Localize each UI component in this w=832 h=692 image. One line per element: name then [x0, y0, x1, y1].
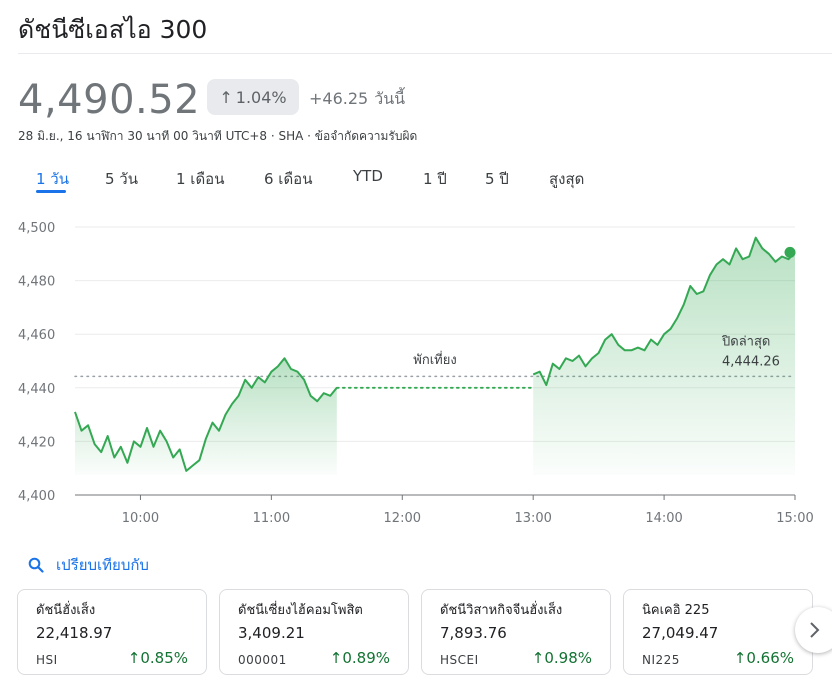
series-line — [532, 236, 796, 387]
y-tick-label: 4,440 — [18, 382, 55, 397]
y-tick-label: 4,480 — [18, 275, 55, 290]
x-tick-label: 13:00 — [514, 511, 551, 526]
arrow-up-icon: ↑ — [531, 649, 545, 667]
x-tick-label: 15:00 — [776, 511, 813, 526]
price-chart[interactable]: 4,400 4,420 4,440 4,460 4,480 4,500 10:00 11:00… — [0, 205, 832, 535]
next-cards-button[interactable] — [795, 607, 832, 653]
card-change-value: 0.89% — [342, 649, 390, 667]
card-value: 27,049.47 — [642, 624, 719, 642]
change-period: วันนี้ — [374, 89, 406, 108]
search-icon — [28, 557, 44, 573]
tab-5-year[interactable]: 5 ปี — [485, 170, 509, 188]
card-value: 7,893.76 — [440, 624, 507, 642]
compare-card-hscei[interactable]: ดัชนีวิสาหกิจจีนฮั่งเส็ง 7,893.76 HSCEI … — [421, 589, 611, 675]
card-name: ดัชนีเซี่ยงไฮ้คอมโพสิต — [238, 603, 363, 618]
last-price-point — [784, 246, 796, 258]
compare-link[interactable]: เปรียบเทียบกับ — [28, 553, 149, 577]
lunch-break-label: พักเที่ยง — [413, 351, 456, 368]
compare-label: เปรียบเทียบกับ — [56, 556, 149, 574]
y-tick-label: 4,400 — [18, 489, 55, 504]
card-change: ↑0.89% — [330, 649, 390, 667]
card-change-value: 0.85% — [140, 649, 188, 667]
tab-1-day[interactable]: 1 วัน — [36, 170, 69, 188]
card-change: ↑0.66% — [734, 649, 794, 667]
x-tick-label: 14:00 — [645, 511, 682, 526]
arrow-up-icon: ↑ — [219, 87, 233, 107]
card-value: 22,418.97 — [36, 624, 113, 642]
change-value: +46.25 — [309, 89, 369, 108]
card-name: ดัชนีฮั่งเส็ง — [36, 603, 96, 618]
card-change: ↑0.98% — [532, 649, 592, 667]
tab-1-month[interactable]: 1 เดือน — [176, 170, 225, 188]
divider — [18, 53, 832, 54]
card-name: นิคเคอิ 225 — [642, 603, 710, 618]
series-area — [533, 237, 795, 475]
change-percent-chip: ↑ 1.04% — [207, 79, 299, 115]
card-change: ↑0.85% — [128, 649, 188, 667]
change-percent: 1.04% — [235, 87, 287, 107]
card-symbol: NI225 — [642, 653, 680, 667]
arrow-up-icon: ↑ — [127, 649, 141, 667]
compare-card-000001[interactable]: ดัชนีเซี่ยงไฮ้คอมโพสิต 3,409.21 000001 ↑… — [219, 589, 409, 675]
quote-meta: 28 มิ.ย., 16 นาฬิกา 30 นาที 00 วินาที UT… — [18, 129, 418, 143]
previous-close-label: ปิดล่าสุด — [721, 334, 770, 349]
arrow-up-icon: ↑ — [733, 649, 747, 667]
card-change-value: 0.66% — [746, 649, 794, 667]
series-line — [74, 357, 338, 472]
change-absolute: +46.25 วันนี้ — [309, 87, 405, 112]
tab-5-day[interactable]: 5 วัน — [105, 170, 138, 188]
tab-ytd[interactable]: YTD — [353, 167, 383, 185]
active-tab-indicator — [36, 190, 66, 193]
card-name: ดัชนีวิสาหกิจจีนฮั่งเส็ง — [440, 603, 563, 618]
series-area — [75, 358, 337, 475]
arrow-up-icon: ↑ — [329, 649, 343, 667]
y-tick-label: 4,500 — [18, 221, 55, 236]
x-tick-label: 11:00 — [253, 511, 290, 526]
card-change-value: 0.98% — [544, 649, 592, 667]
chevron-right-icon — [810, 622, 820, 638]
tab-max[interactable]: สูงสุด — [549, 170, 585, 188]
x-tick-label: 12:00 — [384, 511, 421, 526]
current-price: 4,490.52 — [18, 77, 201, 123]
tab-6-month[interactable]: 6 เดือน — [264, 170, 313, 188]
y-tick-label: 4,460 — [18, 328, 55, 343]
previous-close-value: 4,444.26 — [722, 354, 780, 369]
page-title: ดัชนีซีเอสไอ 300 — [18, 15, 208, 44]
x-tick-label: 10:00 — [122, 511, 159, 526]
compare-card-hsi[interactable]: ดัชนีฮั่งเส็ง 22,418.97 HSI ↑0.85% — [17, 589, 207, 675]
compare-card-ni225[interactable]: นิคเคอิ 225 27,049.47 NI225 ↑0.66% — [623, 589, 813, 675]
card-value: 3,409.21 — [238, 624, 305, 642]
card-symbol: HSCEI — [440, 653, 479, 667]
y-tick-label: 4,420 — [18, 435, 55, 450]
tab-1-year[interactable]: 1 ปี — [423, 170, 447, 188]
card-symbol: 000001 — [238, 653, 287, 667]
card-symbol: HSI — [36, 653, 58, 667]
